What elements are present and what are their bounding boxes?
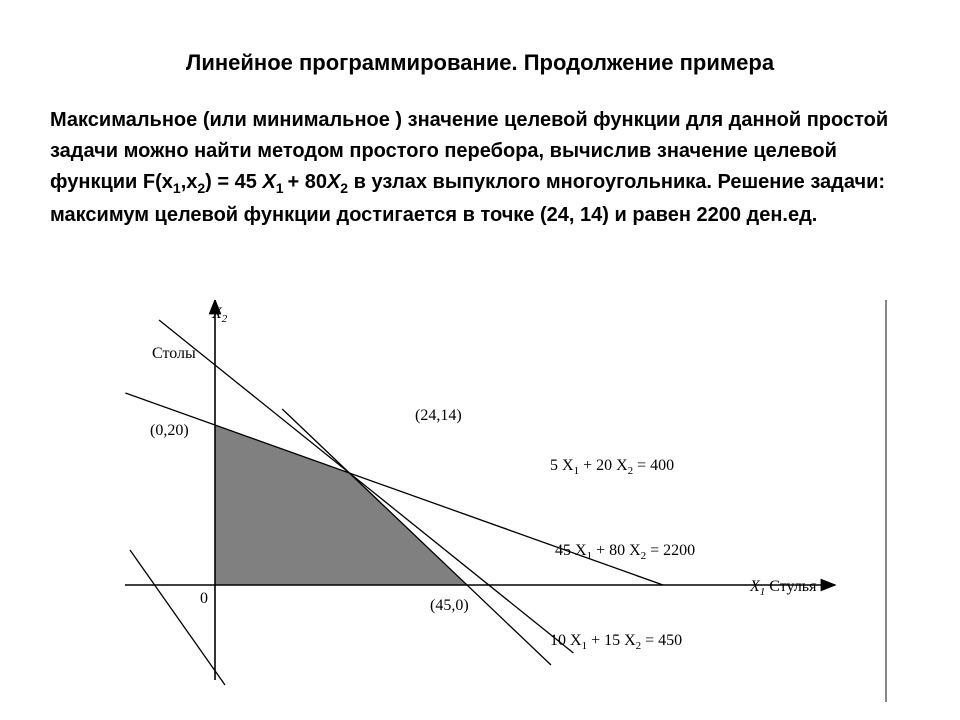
body-paragraph: Максимальное (или минимальное ) значение… — [50, 105, 910, 231]
lp-chart: 5 X1 + 20 X2 = 400 45 X1 + 80 X2 = 2200 10… — [95, 300, 865, 700]
constraint-label-0: 5 X1 + 20 X2 = 400 — [550, 457, 674, 477]
vertex-label-1: (24,14) — [415, 407, 462, 424]
constraint-label-1: 45 X1 + 80 X2 = 2200 — [555, 542, 695, 562]
vertex-label-2: (45,0) — [430, 597, 469, 614]
origin-label: 0 — [200, 590, 208, 607]
x-axis-label: X1 Стулья — [749, 578, 817, 598]
feasible-region — [215, 425, 467, 585]
y-axis-unit: Столы — [152, 345, 196, 362]
page: Линейное программирование. Продолжение п… — [0, 0, 960, 720]
aux-line — [130, 550, 225, 685]
page-title: Линейное программирование. Продолжение п… — [0, 50, 960, 76]
y-axis-label: X2 — [211, 305, 228, 325]
vertex-label-0: (0,20) — [150, 422, 189, 439]
right-divider — [885, 300, 887, 702]
constraint-label-2: 10 X1 + 15 X2 = 450 — [550, 632, 682, 652]
lp-chart-svg: 5 X1 + 20 X2 = 400 45 X1 + 80 X2 = 2200 10… — [95, 300, 865, 700]
